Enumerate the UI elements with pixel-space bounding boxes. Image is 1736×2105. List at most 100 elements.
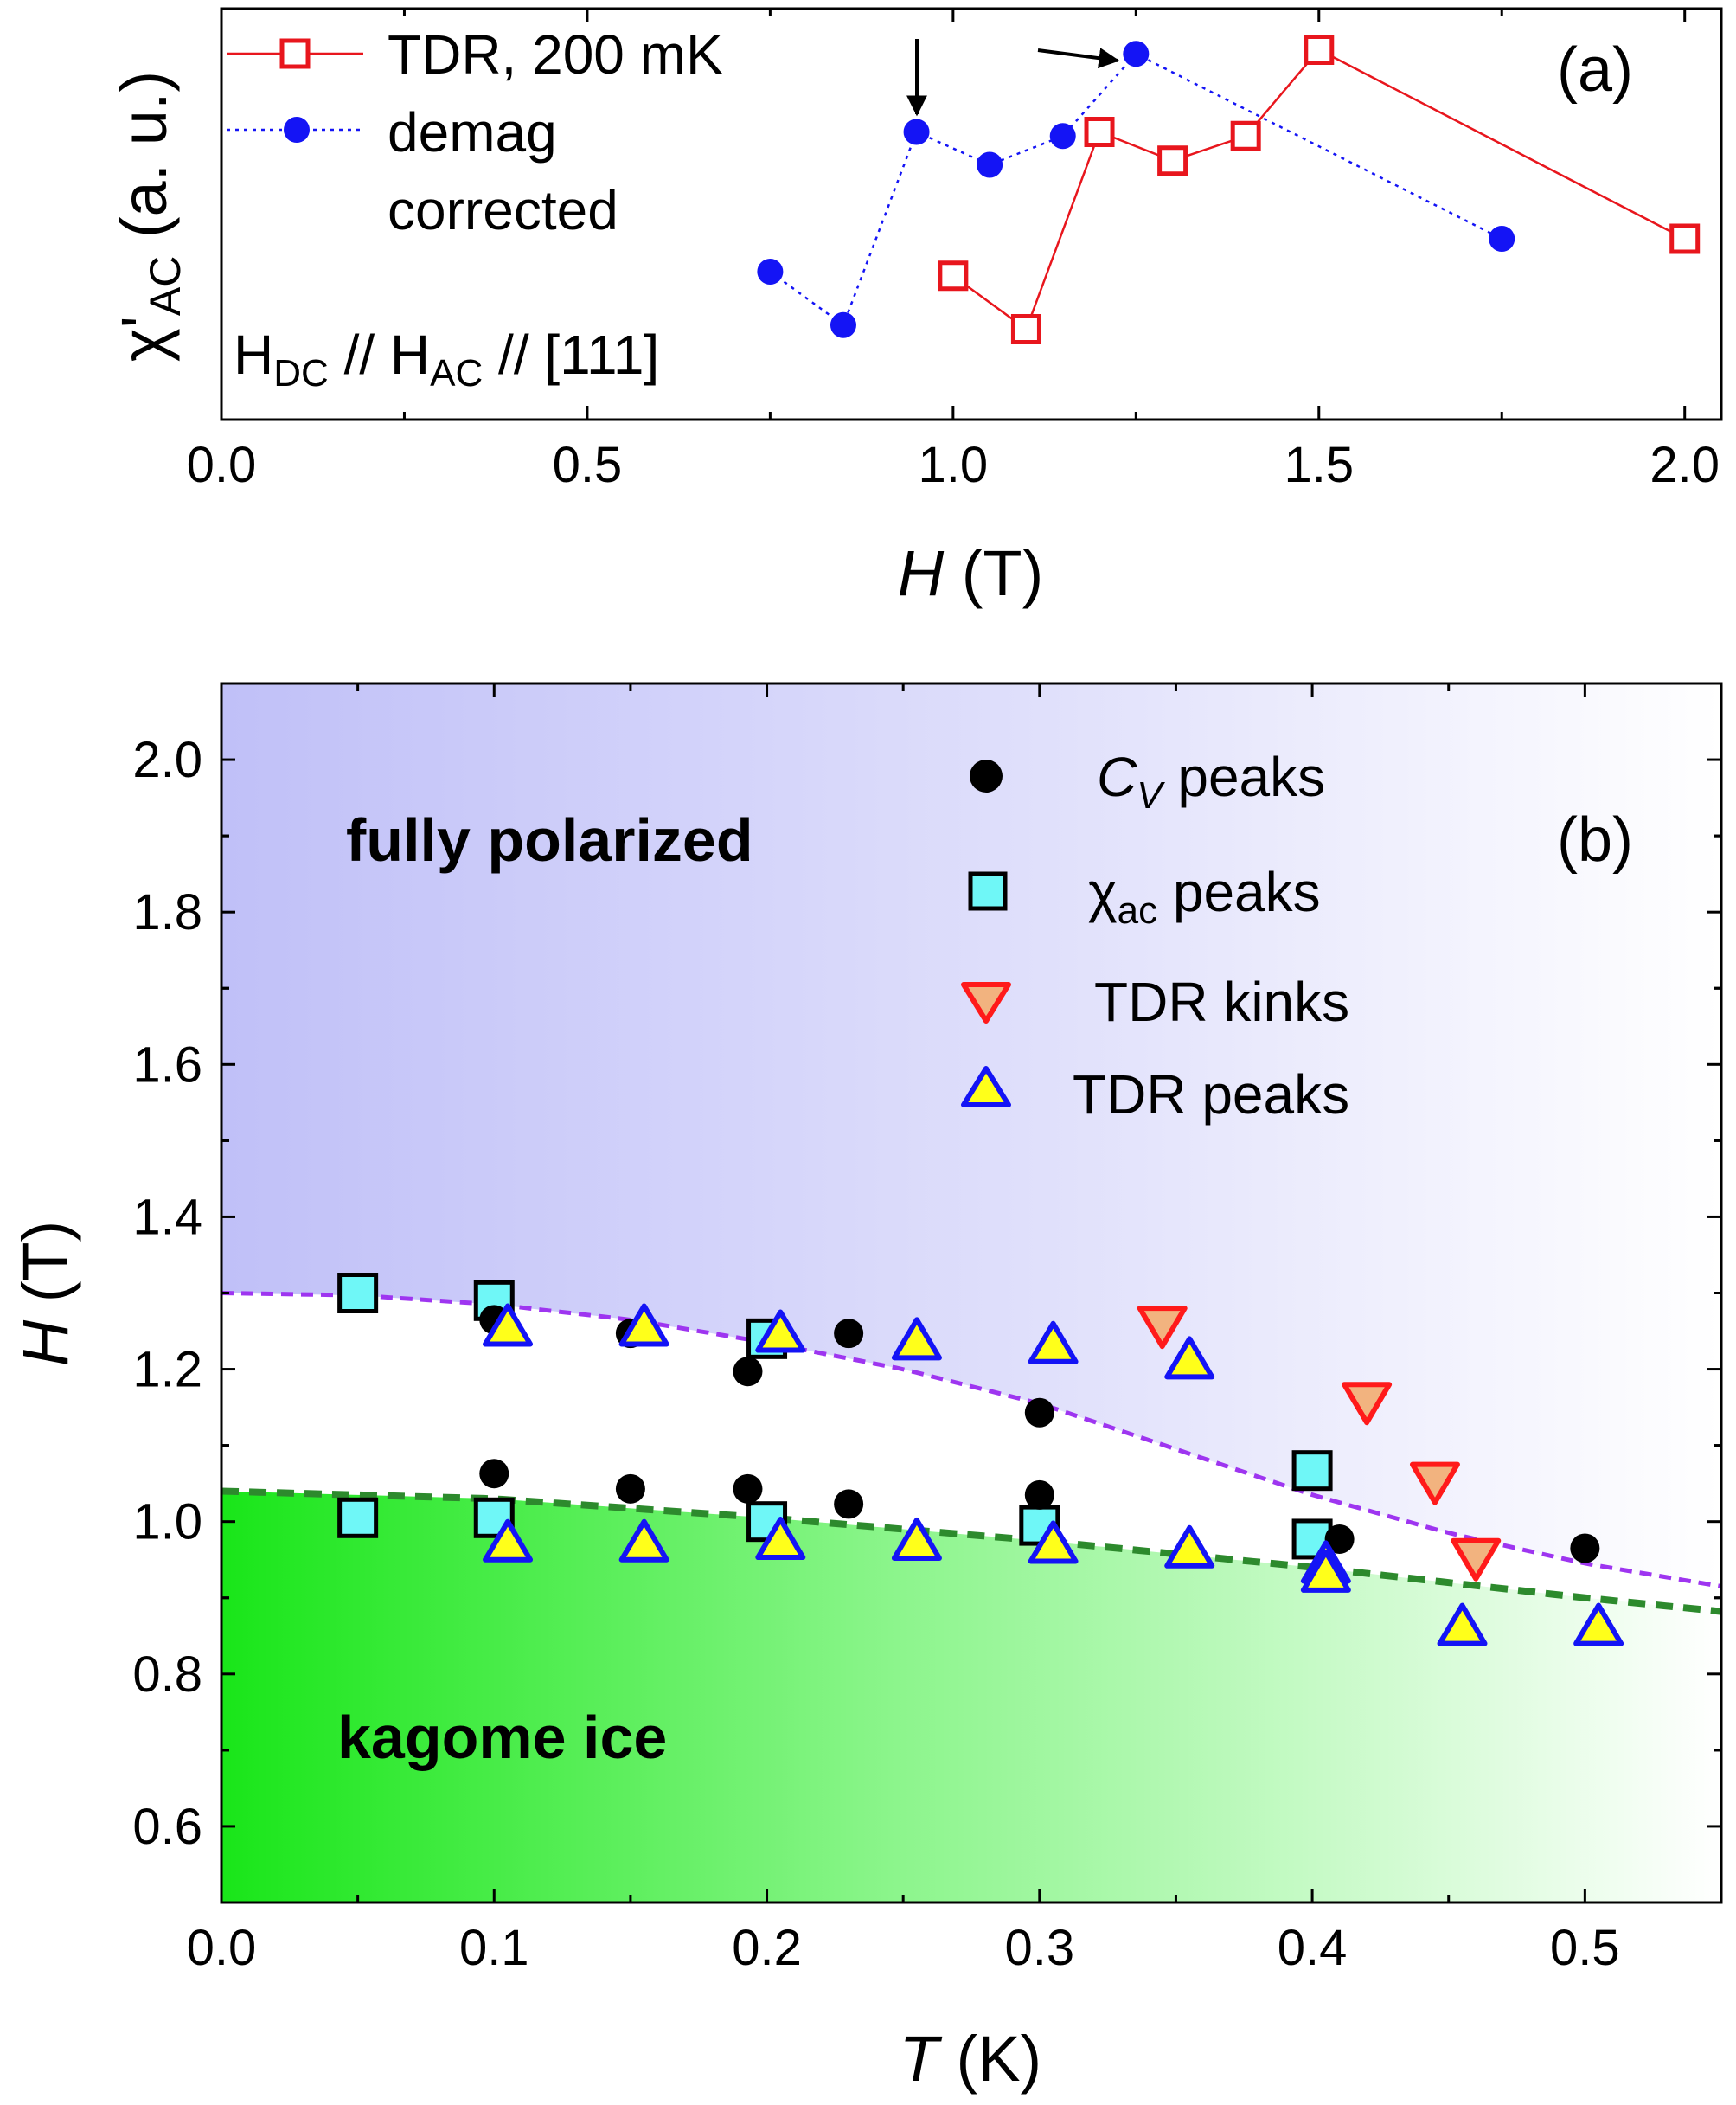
legend-tdr-marker [279, 38, 311, 69]
panel-b-x-tick-label: 0.3 [1004, 1920, 1074, 1976]
panel-a-x-tick-label: 1.5 [1284, 437, 1354, 493]
panel-b-y-ticks: 0.6 0.8 1.0 1.2 1.4 1.6 1.8 2.0 [132, 732, 1721, 1855]
demag-data-point [1123, 41, 1150, 67]
cv-peak-point [479, 1459, 509, 1489]
tdr-peak-point [483, 1518, 534, 1563]
tdr-peak-point [618, 1303, 669, 1347]
tdr-peak-point [1028, 1320, 1079, 1364]
fully-polarized-label: fully polarized [346, 806, 753, 874]
cv-peak-point [1324, 1524, 1355, 1554]
panel-a-legend: TDR, 200 mK demag corrected [227, 23, 723, 241]
panel-a-x-ticks: 0.0 0.5 1.0 1.5 2.0 [187, 9, 1720, 493]
legend-tdr-kinks-label: TDR kinks [1094, 971, 1349, 1033]
legend-chi-label: χac peaks [1088, 861, 1321, 932]
chi-ac-peak-point [1291, 1450, 1333, 1492]
panel-a-x-tick-label: 0.0 [187, 437, 257, 493]
demag-data-point [757, 259, 784, 285]
cv-peak-point [1570, 1533, 1600, 1563]
cv-peak-point [733, 1357, 763, 1387]
tdr-data-point [1157, 145, 1188, 176]
lower-boundary-line [221, 1487, 1721, 1615]
panel-b-y-tick-label: 1.6 [132, 1036, 202, 1093]
field-direction-annotation: HDC // HAC // [111] [234, 324, 659, 395]
tdr-peak-point [1028, 1520, 1079, 1564]
panel-b-x-tick-label: 0.1 [459, 1920, 529, 1976]
panel-b-y-tick-label: 0.6 [132, 1799, 202, 1855]
demag-data-point [830, 311, 856, 338]
panel-b-y-tick-label: 1.2 [132, 1342, 202, 1398]
tdr-data-point [1084, 117, 1115, 147]
tdr-peak-point [1437, 1602, 1488, 1646]
legend-cv-marker [970, 760, 1003, 793]
tdr-data-point [1304, 35, 1335, 65]
tdr-data-point [1669, 223, 1701, 254]
panel-a-series [757, 35, 1701, 344]
kagome-ice-region [221, 1491, 1721, 1903]
tdr-peak-point [1300, 1549, 1351, 1593]
tdr-peak-point [1164, 1336, 1215, 1380]
panel-b-label: (b) [1557, 805, 1633, 875]
legend-chi-marker [968, 871, 1008, 911]
legend-cv-label: CV peaks [1097, 746, 1325, 817]
tdr-data-point [1230, 120, 1261, 151]
panel-a: 0.0 0.5 1.0 1.5 2.0 TDR, 200 mK demag correc… [108, 7, 1723, 609]
panel-a-x-axis-title: H (T) [898, 537, 1044, 609]
panel-a-x-tick-label: 0.5 [553, 437, 623, 493]
cv-peak-point [834, 1489, 864, 1519]
cv-peak-point [1024, 1479, 1054, 1510]
demag-data-point [977, 151, 1003, 178]
cv-peak-point [834, 1319, 864, 1349]
panel-b-x-tick-label: 0.5 [1550, 1920, 1620, 1976]
panel-a-x-tick-label: 1.0 [919, 437, 989, 493]
cv-peak-point [615, 1473, 645, 1504]
demag-data-point [903, 119, 930, 145]
legend-demag-label-line1: demag [388, 101, 557, 164]
panel-b-x-ticks: 0.0 0.1 0.2 0.3 0.4 0.5 [187, 683, 1620, 1976]
tdr-peak-point [755, 1309, 806, 1353]
tdr-peak-point [1164, 1524, 1215, 1569]
tdr-data-point [938, 260, 969, 292]
tdr-kink-point [1342, 1382, 1393, 1426]
panel-b: 0.0 0.1 0.2 0.3 0.4 0.5 0.6 0.8 1.0 1.2 1.4 1.6 1.8… [10, 682, 1723, 2095]
fully-polarized-region [221, 683, 1721, 1587]
chi-ac-peak-point [337, 1497, 379, 1538]
panel-b-x-tick-label: 0.0 [187, 1920, 257, 1976]
panel-b-y-tick-label: 1.0 [132, 1494, 202, 1550]
tdr-kink-point [1137, 1306, 1188, 1350]
panel-b-y-tick-label: 0.8 [132, 1646, 202, 1703]
panel-b-series [337, 1273, 1624, 1646]
tdr-peak-point [755, 1517, 806, 1561]
cv-peak-point [733, 1473, 763, 1504]
demag-data-point [1489, 226, 1515, 252]
panel-a-label: (a) [1557, 35, 1633, 105]
panel-a-y-axis-title: χ'AC (a. u.) [108, 71, 189, 362]
panel-b-y-tick-label: 2.0 [132, 732, 202, 788]
legend-demag-marker [284, 117, 310, 143]
demag-series-line [769, 52, 1502, 327]
demag-data-point [1049, 123, 1076, 150]
panel-b-y-axis-title: H (T) [10, 1221, 81, 1367]
tdr-peak-point [1573, 1602, 1624, 1646]
panel-b-x-axis-title: T (K) [900, 2023, 1041, 2095]
chi-ac-peak-point [337, 1273, 379, 1313]
legend-tdr-peaks-label: TDR peaks [1073, 1063, 1349, 1126]
panel-b-y-tick-label: 1.4 [132, 1189, 202, 1245]
legend-tdr-kinks-marker [961, 982, 1011, 1024]
panel-b-x-tick-label: 0.2 [732, 1920, 802, 1976]
kagome-ice-label: kagome ice [337, 1704, 667, 1771]
tdr-peak-point [483, 1303, 534, 1347]
tdr-peak-point [618, 1518, 669, 1563]
legend-tdr-label: TDR, 200 mK [388, 23, 723, 86]
panel-a-x-tick-label: 2.0 [1650, 437, 1720, 493]
panel-a-plot-frame [220, 7, 1723, 421]
legend-demag-label-line2: corrected [388, 179, 618, 241]
cv-peak-point [1024, 1397, 1054, 1428]
tdr-peak-point [891, 1517, 942, 1561]
tdr-data-point [1010, 314, 1041, 344]
chi-ac-peak-point [473, 1497, 515, 1538]
legend-tdr-peaks-marker [961, 1066, 1011, 1107]
panel-b-x-tick-label: 0.4 [1278, 1920, 1348, 1976]
arrow-right-marker [1037, 48, 1120, 69]
panel-b-legend: CV peaks χac peaks TDR kinks TDR peaks [961, 746, 1349, 1126]
